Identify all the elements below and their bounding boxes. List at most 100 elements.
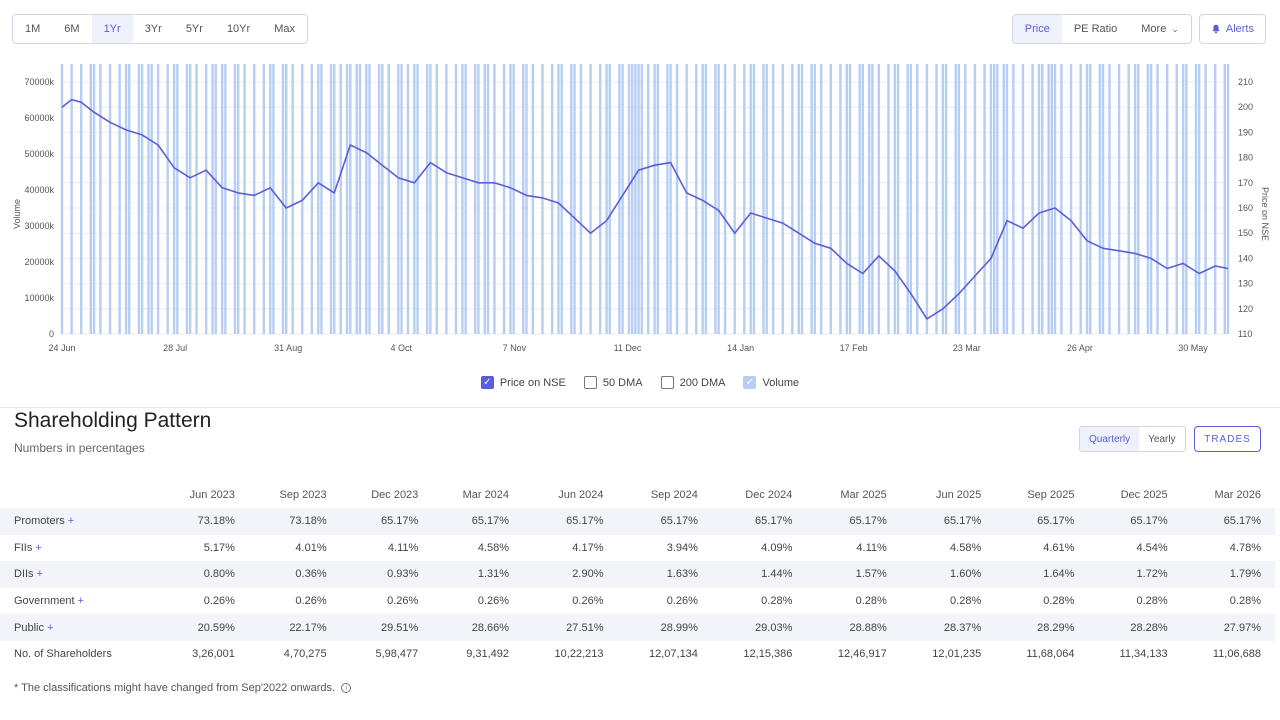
- table-cell: 1.63%: [666, 568, 698, 581]
- volume-bar: [512, 64, 515, 334]
- row-label-text: Government: [14, 595, 75, 608]
- volume-bar: [1137, 64, 1140, 334]
- volume-bar: [358, 64, 362, 334]
- volume-bar: [896, 64, 900, 334]
- table-cell: 12,01,235: [932, 648, 982, 661]
- right-axis-tick-label: 140: [1238, 253, 1253, 263]
- table-row[interactable]: Promoters +73.18% 73.18% 65.17% 65.17% 65.17%…: [0, 508, 1275, 535]
- price-view-button[interactable]: Price: [1012, 15, 1062, 43]
- row-label[interactable]: FIIs +: [0, 535, 160, 562]
- table-cell: 65.17%: [1223, 515, 1261, 528]
- volume-bar: [723, 64, 727, 334]
- left-axis-tick-label: 50000k: [24, 149, 54, 159]
- range-button-1m[interactable]: 1M: [25, 23, 41, 35]
- alerts-button[interactable]: Alerts: [1198, 14, 1266, 44]
- volume-bar: [906, 64, 909, 334]
- volume-bar: [560, 64, 563, 334]
- table-row[interactable]: DIIs +0.80% 0.36% 0.93% 1.31% 2.90% 1.63% 1.44%…: [0, 561, 1275, 588]
- quarterly-button[interactable]: Quarterly: [1080, 427, 1140, 451]
- trades-button[interactable]: TRADES: [1194, 426, 1261, 452]
- volume-bar: [800, 64, 804, 334]
- volume-bar: [368, 64, 371, 334]
- volume-bar: [944, 64, 948, 334]
- table-cell: 12,46,917: [837, 648, 887, 661]
- range-button-5yr[interactable]: 5Yr: [185, 23, 203, 35]
- table-row[interactable]: Government +0.26% 0.26% 0.26% 0.26% 0.26% 0.26…: [0, 588, 1275, 615]
- table-cell: 27.51%: [566, 621, 604, 634]
- volume-bar: [589, 64, 592, 334]
- more-dropdown-button[interactable]: More ⌄: [1129, 15, 1191, 43]
- volume-bar: [128, 64, 131, 334]
- yearly-button[interactable]: Yearly: [1148, 433, 1176, 445]
- expand-plus-icon[interactable]: +: [77, 595, 84, 608]
- volume-bar: [1031, 64, 1034, 334]
- table-cell: 12,15,386: [743, 648, 793, 661]
- x-axis-tick-label: 23 Mar: [953, 343, 981, 353]
- volume-bar: [1117, 64, 1121, 334]
- volume-bar: [406, 64, 410, 334]
- row-label-text: DIIs: [14, 568, 34, 581]
- table-cell: 9,31,492: [466, 648, 510, 661]
- x-axis-tick-label: 17 Feb: [840, 343, 868, 353]
- table-cell: 65.17%: [380, 515, 419, 528]
- volume-bar: [656, 64, 660, 334]
- volume-bar: [214, 64, 217, 334]
- row-label[interactable]: Government +: [0, 588, 160, 615]
- table-cell: 11,06,688: [1212, 648, 1261, 661]
- table-cell: 4.78%: [1229, 541, 1261, 554]
- pe-ratio-view-button[interactable]: PE Ratio: [1073, 23, 1118, 35]
- volume-bar: [339, 64, 342, 334]
- volume-bar: [752, 64, 756, 334]
- volume-bar: [1060, 64, 1063, 334]
- legend-volume-toggle[interactable]: ✓ Volume: [743, 376, 799, 389]
- expand-plus-icon[interactable]: +: [46, 621, 54, 634]
- column-header: Jun 2025: [935, 489, 982, 501]
- table-cell: 65.17%: [755, 515, 793, 528]
- table-row[interactable]: FIIs +5.17% 4.01% 4.11% 4.58% 4.17% 3.94% 4.09%…: [0, 535, 1275, 562]
- volume-bar: [108, 64, 112, 334]
- range-button-6m[interactable]: 6M: [64, 23, 80, 35]
- volume-bar: [464, 64, 467, 334]
- volume-bar: [749, 64, 752, 334]
- range-button-3yr[interactable]: 3Yr: [144, 23, 162, 35]
- volume-bar: [762, 64, 765, 334]
- volume-bar: [871, 64, 874, 334]
- row-label[interactable]: Promoters +: [0, 508, 160, 535]
- table-cell: 4,70,275: [283, 648, 327, 661]
- expand-plus-icon[interactable]: +: [35, 541, 42, 554]
- volume-bar: [531, 64, 535, 334]
- table-row[interactable]: Public +20.59% 22.17% 29.51% 28.66% 27.51% 28.…: [0, 614, 1275, 641]
- volume-bar: [570, 64, 573, 334]
- table-cell: 28.66%: [471, 621, 510, 634]
- table-cell: 27.97%: [1223, 621, 1261, 634]
- table-cell: 22.17%: [289, 621, 327, 634]
- range-button-max[interactable]: Max: [274, 23, 295, 35]
- legend-200dma-toggle[interactable]: 200 DMA: [660, 376, 725, 389]
- table-cell: 65.17%: [943, 515, 982, 528]
- volume-bar: [89, 64, 93, 334]
- volume-bar: [1098, 64, 1102, 334]
- row-label[interactable]: DIIs +: [0, 561, 160, 588]
- legend-price-toggle[interactable]: ✓ Price on NSE: [480, 376, 566, 389]
- range-button-1yr[interactable]: 1Yr: [91, 15, 133, 43]
- expand-plus-icon[interactable]: +: [67, 515, 75, 528]
- range-button-10yr[interactable]: 10Yr: [226, 23, 251, 35]
- right-axis-tick-label: 130: [1238, 279, 1253, 289]
- legend-50dma-toggle[interactable]: 50 DMA: [583, 376, 643, 389]
- right-axis-tick-label: 200: [1238, 102, 1253, 112]
- volume-bar: [666, 64, 669, 334]
- volume-bar: [486, 64, 490, 334]
- volume-bar: [1146, 64, 1150, 334]
- volume-bar: [1197, 64, 1201, 334]
- table-cell: 0.26%: [203, 595, 235, 608]
- volume-bar: [118, 64, 121, 334]
- volume-bar: [1204, 64, 1207, 334]
- column-header: Sep 2024: [650, 489, 698, 501]
- volume-bar: [916, 64, 919, 334]
- column-header: Dec 2025: [1120, 489, 1168, 501]
- expand-plus-icon[interactable]: +: [36, 568, 43, 581]
- info-icon[interactable]: i: [341, 683, 352, 693]
- volume-bar: [1069, 64, 1073, 334]
- row-label[interactable]: Public +: [0, 614, 160, 641]
- volume-bar: [262, 64, 266, 334]
